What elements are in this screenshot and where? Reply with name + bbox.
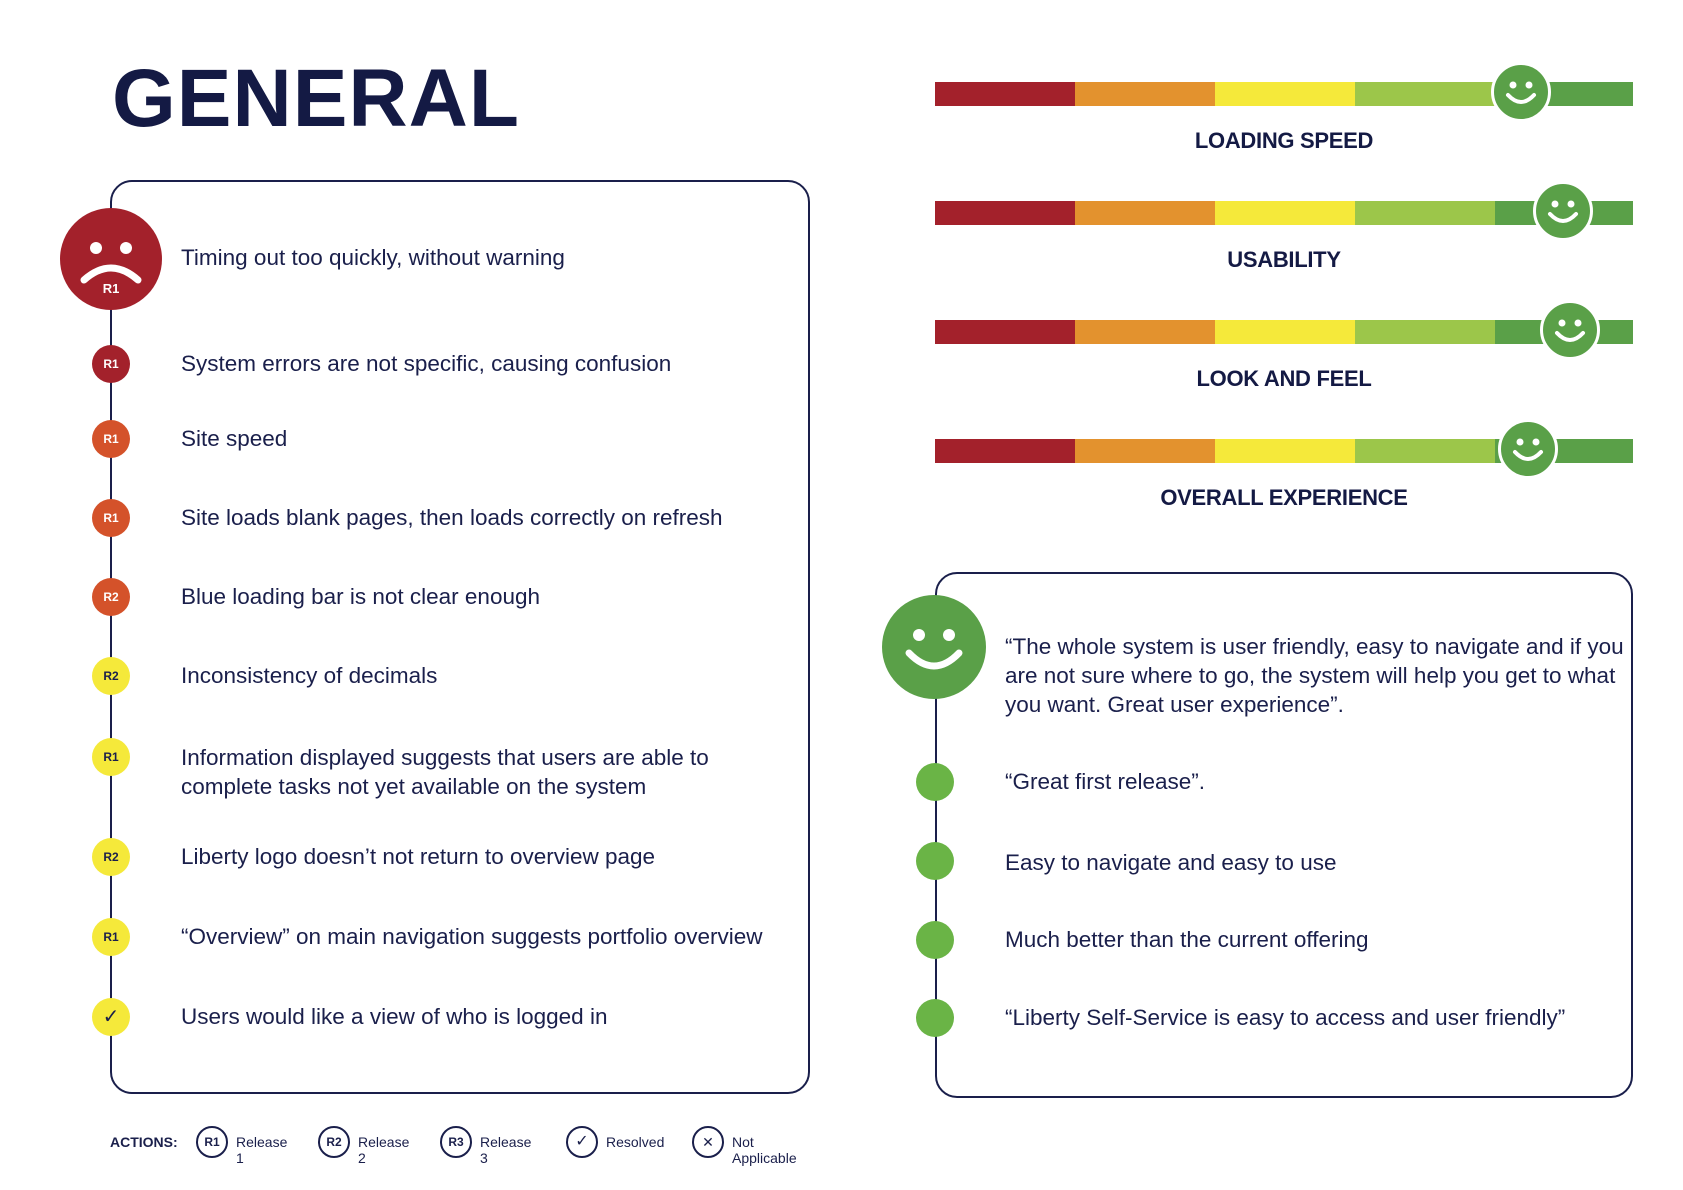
resolved-check-icon: ✓ [92,998,130,1036]
praise-item: “Liberty Self-Service is easy to access … [1005,1005,1566,1030]
rating-segment [935,201,1075,225]
legend-label: Release 2 [358,1134,410,1166]
release-badge: R2 [92,657,130,695]
issue-text: Blue loading bar is not clear enough [181,584,541,609]
release-badge: R1 [92,345,130,383]
issue-text: Site loads blank pages, then loads corre… [181,505,723,530]
smiley-marker-icon [1491,62,1552,122]
cross-icon: ✕ [692,1126,724,1158]
rating-label: OVERALL EXPERIENCE [1160,485,1408,510]
rating-segment [1215,439,1355,463]
green-dot [916,999,954,1037]
smiley-marker-icon [1533,181,1594,241]
rating-segment [1075,201,1215,225]
praise-quote-main: “The whole system is user friendly, easy… [1005,634,1624,717]
page-title: GENERAL [112,53,520,144]
issue-text: Liberty logo doesn’t not return to overv… [181,844,656,869]
rating-segment [935,82,1075,106]
rating-segment [1355,320,1495,344]
issue-text: “Overview” on main navigation suggests p… [181,924,763,949]
check-icon: ✓ [566,1126,598,1158]
issue-text: Information displayed suggests that user… [181,745,709,799]
rating-bar-overall-experience [935,419,1633,479]
happy-face-icon [882,595,986,699]
rating-segment [1075,320,1215,344]
release-badge: R1 [92,499,130,537]
smiley-marker-icon [1498,419,1559,479]
praise-item: “Great first release”. [1005,769,1206,794]
release-badge: R2 [92,838,130,876]
release-3-icon: R3 [440,1126,472,1158]
rating-segment [935,439,1075,463]
rating-segment [1215,82,1355,106]
legend-label: Release 3 [480,1134,532,1166]
rating-segment [1355,439,1495,463]
issue-main-text: Timing out too quickly, without warning [181,245,565,270]
smiley-marker-icon [1540,300,1601,360]
release-badge: R1 [92,918,130,956]
release-2-icon: R2 [318,1126,350,1158]
rating-label: USABILITY [1227,247,1341,272]
release-badge: R1 [92,420,130,458]
rating-bar-loading-speed [935,62,1633,122]
legend-title: ACTIONS: [110,1134,178,1150]
praise-item: Much better than the current offering [1005,927,1369,952]
rating-segment [935,320,1075,344]
rating-segment [1355,201,1495,225]
praise-item: Easy to navigate and easy to use [1005,850,1337,875]
sad-face-icon: R1 [60,208,162,310]
rating-label: LOADING SPEED [1194,128,1374,153]
green-dot [916,842,954,880]
legend-label: Not Applicable [732,1134,797,1166]
rating-segment [1075,82,1215,106]
issue-text: Users would like a view of who is logged… [181,1004,608,1029]
release-badge: R1 [92,738,130,776]
issues-timeline-line [110,280,112,1020]
rating-label: LOOK AND FEEL [1196,366,1372,391]
rating-segment [1215,320,1355,344]
release-badge: R2 [92,578,130,616]
legend-label: Release 1 [236,1134,288,1166]
issue-text: Inconsistency of decimals [181,663,438,688]
rating-bar-usability [935,181,1633,241]
issue-text: System errors are not specific, causing … [181,351,672,376]
rating-segment [1355,82,1495,106]
green-dot [916,763,954,801]
issues-panel [110,180,810,1094]
release-1-icon: R1 [196,1126,228,1158]
release-tag: R1 [102,281,120,296]
issue-text: Site speed [181,426,288,451]
rating-segment [1075,439,1215,463]
green-dot [916,921,954,959]
rating-segment [1215,201,1355,225]
rating-bar-look-and-feel [935,300,1633,360]
legend-label: Resolved [606,1134,665,1150]
